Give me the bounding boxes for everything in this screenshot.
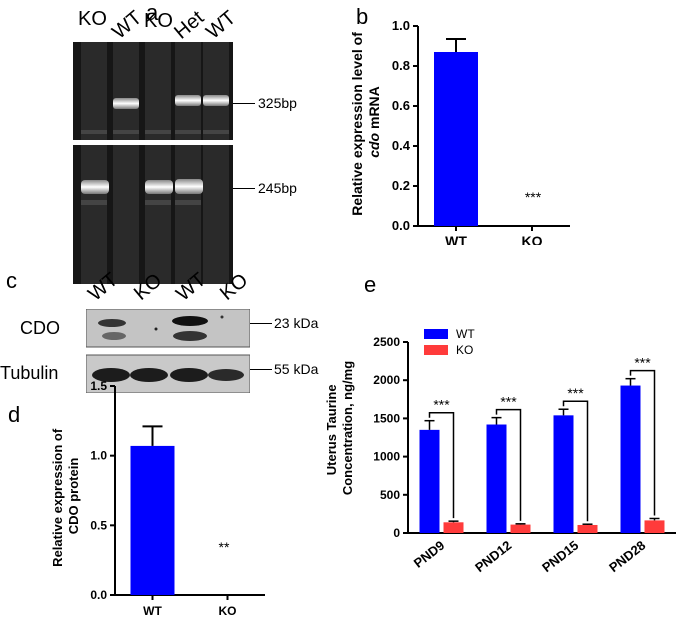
- gel-lane-label: KO: [144, 10, 173, 32]
- y-tick-label: 2500: [373, 335, 400, 349]
- significance-bracket: [495, 408, 522, 521]
- blot-band-tubulin: [208, 369, 244, 381]
- significance-bracket: [428, 411, 455, 519]
- bar-ko: [644, 520, 665, 533]
- y-tick-label: 0: [393, 526, 400, 540]
- x-tick-label: KO: [219, 604, 237, 618]
- blot-band-cdo: [102, 332, 126, 340]
- chart-b-significance: ***: [525, 189, 542, 205]
- chart-d-significance: **: [219, 539, 230, 555]
- significance-marker: ***: [634, 355, 651, 371]
- y-tick-label: 1.5: [90, 379, 107, 393]
- y-tick-label: 0.6: [392, 98, 410, 113]
- band-marker-line: [233, 103, 255, 104]
- band-marker-line: [233, 188, 255, 189]
- blot-size-label: 55 kDa: [274, 361, 319, 377]
- y-tick-label: 0.8: [392, 58, 410, 73]
- gel-lane-label: KO: [78, 8, 107, 30]
- significance-bracket: [562, 400, 589, 522]
- blot-band-cdo: [98, 319, 126, 327]
- y-tick-label: 0.5: [90, 518, 107, 532]
- gel-band-325: [113, 98, 139, 109]
- x-tick-label: PND28: [606, 538, 648, 576]
- chart-b: Relative expression level of cdo mRNA 0.…: [349, 18, 570, 245]
- gel-band-325: [175, 95, 201, 106]
- blot-marker-line: [250, 369, 272, 370]
- significance-marker: ***: [433, 397, 450, 413]
- chart-b-ylabel-line1: Relative expression level of: [349, 32, 365, 216]
- chart-e-ylabel-line2: Concentration, ng/mg: [340, 361, 355, 495]
- bar-ko: [510, 524, 531, 533]
- blot-cdo-panel: [86, 309, 250, 348]
- chart-b-ylabel: Relative expression level of cdo mRNA: [349, 28, 382, 216]
- panel-b-letter: b: [356, 4, 369, 29]
- x-tick-label: WT: [143, 604, 162, 618]
- chart-b-ylabel-rest: mRNA: [366, 86, 382, 133]
- y-tick-label: 0.0: [90, 588, 107, 602]
- chart-b-ylabel-italic: cdo: [366, 132, 382, 157]
- x-tick-label: KO: [522, 233, 543, 245]
- gel-band-245: [175, 179, 203, 194]
- chart-e: Uterus Taurine Concentration, ng/mg 0 500…: [324, 327, 676, 576]
- legend-swatch-wt: [424, 329, 448, 339]
- panel-a-letter: a: [146, 0, 159, 25]
- y-tick-label: 0.2: [392, 178, 410, 193]
- chart-d-ylabel-line1: Relative expression of: [50, 428, 65, 567]
- chart-e-ylabel: Uterus Taurine Concentration, ng/mg: [324, 361, 355, 495]
- band-size-label: 325bp: [258, 95, 297, 111]
- x-tick-label: PND9: [411, 538, 448, 571]
- chart-d: Relative expression of CDO protein 0.0 0.…: [50, 379, 265, 618]
- bar-ko: [577, 524, 598, 533]
- gel-band-325: [203, 95, 229, 106]
- significance-marker: ***: [567, 385, 584, 401]
- band-size-label: 245bp: [258, 180, 297, 196]
- legend-label: KO: [456, 343, 473, 357]
- bar: [130, 445, 175, 595]
- y-tick-label: 0.4: [392, 138, 411, 153]
- blot-band-tubulin: [130, 368, 168, 382]
- x-tick-label: PND15: [539, 538, 581, 576]
- gel-band-245: [145, 180, 173, 194]
- y-tick-label: 1500: [373, 411, 400, 425]
- y-tick-label: 1.0: [392, 18, 410, 33]
- y-tick-label: 1.0: [90, 449, 107, 463]
- blot-marker-line: [250, 323, 272, 324]
- panel-d-letter: d: [8, 402, 21, 427]
- blot-size-label: 23 kDa: [274, 315, 319, 331]
- bar-wt: [620, 385, 641, 533]
- y-tick-label: 2000: [373, 373, 400, 387]
- chart-e-ylabel-line1: Uterus Taurine: [324, 384, 339, 475]
- blot-band-cdo: [173, 331, 207, 341]
- gel-image: [73, 42, 233, 284]
- chart-d-ylabel-line2: CDO protein: [66, 458, 81, 535]
- panel-e-letter: e: [364, 272, 377, 297]
- chart-d-ylabel: Relative expression of CDO protein: [50, 425, 81, 567]
- blot-row-label: Tubulin: [0, 363, 59, 383]
- panel-c-letter: c: [6, 268, 17, 293]
- blot-row-label: CDO: [20, 318, 60, 338]
- x-tick-label: PND12: [472, 538, 514, 576]
- blot-band-cdo: [172, 316, 208, 326]
- gel-lane-label: WT: [108, 6, 147, 44]
- bar-ko: [443, 522, 464, 533]
- blot-band-tubulin: [92, 368, 130, 382]
- bar-wt: [486, 424, 507, 533]
- bar: [434, 52, 478, 226]
- legend-label: WT: [456, 327, 475, 341]
- y-tick-label: 1000: [373, 450, 400, 464]
- y-tick-label: 500: [380, 488, 400, 502]
- gel-band-245: [81, 180, 109, 194]
- significance-bracket: [629, 369, 656, 516]
- significance-marker: ***: [500, 394, 517, 410]
- y-tick-label: 0.0: [392, 218, 410, 233]
- bar-wt: [553, 415, 574, 533]
- bar-wt: [419, 429, 440, 533]
- blot-band-tubulin: [170, 368, 208, 382]
- legend-swatch-ko: [424, 345, 448, 355]
- gel-lane-label: WT: [202, 6, 241, 44]
- x-tick-label: WT: [445, 233, 467, 245]
